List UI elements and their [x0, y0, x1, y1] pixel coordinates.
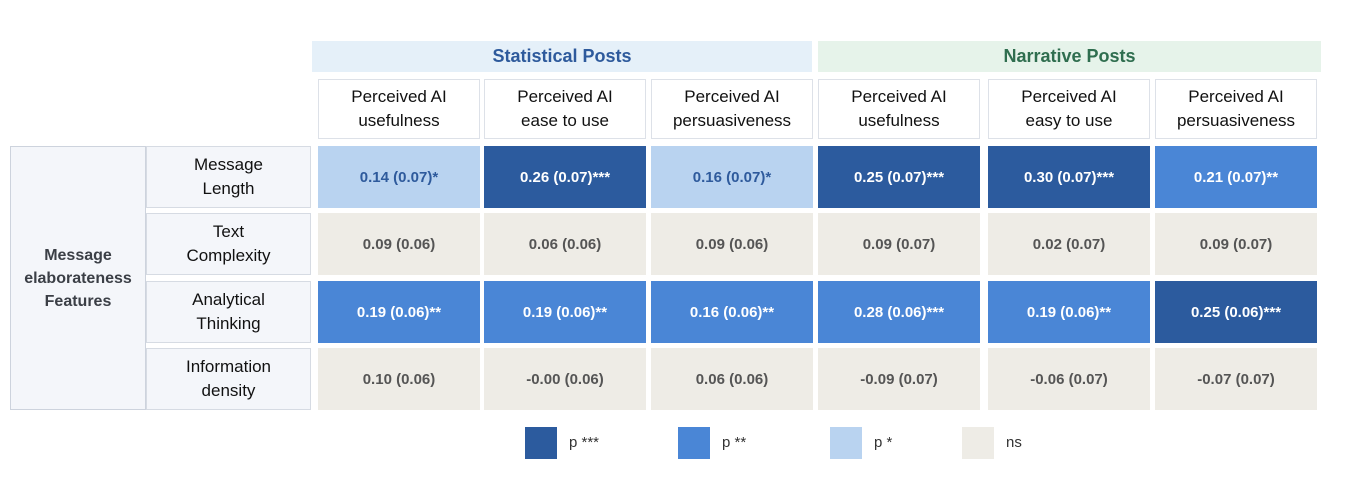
- group-header-statistical: Statistical Posts: [312, 41, 812, 72]
- table-cell: 0.19 (0.06)**: [318, 281, 480, 343]
- table-cell: -0.06 (0.07): [988, 348, 1150, 410]
- row-header: Message Length: [146, 146, 311, 208]
- legend-swatch: [678, 427, 710, 459]
- column-header: Perceived AI ease to use: [484, 79, 646, 139]
- column-header: Perceived AI usefulness: [318, 79, 480, 139]
- table-cell: 0.09 (0.06): [318, 213, 480, 275]
- table-cell: 0.16 (0.06)**: [651, 281, 813, 343]
- table-cell: 0.26 (0.07)***: [484, 146, 646, 208]
- table-cell: 0.10 (0.06): [318, 348, 480, 410]
- column-header: Perceived AI usefulness: [818, 79, 980, 139]
- column-header: Perceived AI persuasiveness: [651, 79, 813, 139]
- table-cell: 0.09 (0.07): [818, 213, 980, 275]
- table-cell: 0.19 (0.06)**: [484, 281, 646, 343]
- table-cell: 0.19 (0.06)**: [988, 281, 1150, 343]
- legend-label: p ***: [569, 434, 600, 451]
- table-cell: 0.09 (0.07): [1155, 213, 1317, 275]
- table-cell: 0.06 (0.06): [484, 213, 646, 275]
- group-header-narrative: Narrative Posts: [818, 41, 1321, 72]
- column-header: Perceived AI persuasiveness: [1155, 79, 1317, 139]
- table-cell: 0.09 (0.06): [651, 213, 813, 275]
- legend-label: ns: [1006, 434, 1022, 451]
- table-cell: 0.25 (0.06)***: [1155, 281, 1317, 343]
- table-cell: 0.16 (0.07)*: [651, 146, 813, 208]
- table-cell: 0.30 (0.07)***: [988, 146, 1150, 208]
- table-cell: -0.00 (0.06): [484, 348, 646, 410]
- column-header: Perceived AI easy to use: [988, 79, 1150, 139]
- legend-label: p **: [722, 434, 747, 451]
- table-cell: 0.02 (0.07): [988, 213, 1150, 275]
- table-cell: -0.07 (0.07): [1155, 348, 1317, 410]
- table-cell: -0.09 (0.07): [818, 348, 980, 410]
- legend-label: p *: [874, 434, 893, 451]
- legend-swatch: [830, 427, 862, 459]
- row-header: Analytical Thinking: [146, 281, 311, 343]
- table-cell: 0.28 (0.06)***: [818, 281, 980, 343]
- row-header: Text Complexity: [146, 213, 311, 275]
- table-cell: 0.14 (0.07)*: [318, 146, 480, 208]
- legend-swatch: [962, 427, 994, 459]
- row-group-label: Message elaborateness Features: [10, 146, 146, 410]
- table-cell: 0.21 (0.07)**: [1155, 146, 1317, 208]
- legend-swatch: [525, 427, 557, 459]
- table-cell: 0.25 (0.07)***: [818, 146, 980, 208]
- table-cell: 0.06 (0.06): [651, 348, 813, 410]
- row-header: Information density: [146, 348, 311, 410]
